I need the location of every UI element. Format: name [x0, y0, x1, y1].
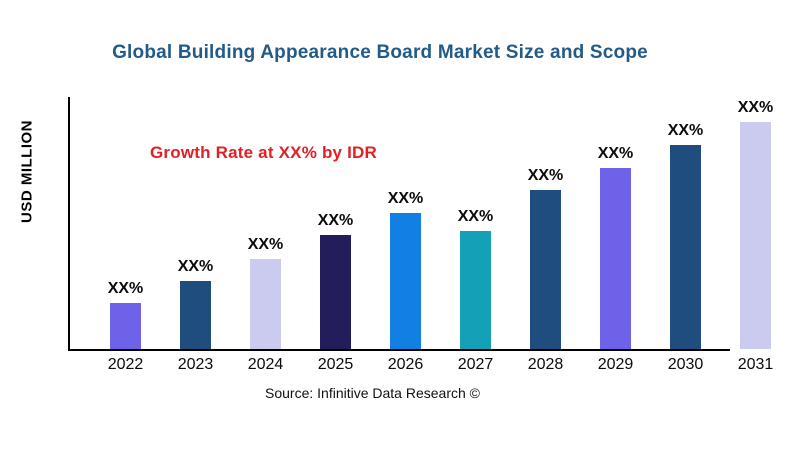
- y-axis-line: [68, 97, 70, 350]
- bar-2026: [390, 213, 421, 349]
- bar-value-label-2022: XX%: [107, 280, 144, 297]
- x-tick-2031: 2031: [737, 356, 774, 373]
- bar-value-label-2024: XX%: [247, 236, 284, 253]
- bar-value-label-2030: XX%: [667, 122, 704, 139]
- bar-2030: [670, 145, 701, 349]
- x-tick-2023: 2023: [177, 356, 214, 373]
- bar-value-label-2023: XX%: [177, 258, 214, 275]
- x-tick-2025: 2025: [317, 356, 354, 373]
- x-tick-2027: 2027: [457, 356, 494, 373]
- bar-value-label-2025: XX%: [317, 212, 354, 229]
- bar-value-label-2029: XX%: [597, 145, 634, 162]
- x-axis-line: [68, 349, 730, 351]
- bar-2029: [600, 168, 631, 349]
- x-tick-2026: 2026: [387, 356, 424, 373]
- bar-2028: [530, 190, 561, 349]
- chart-title: Global Building Appearance Board Market …: [112, 42, 648, 63]
- bar-2022: [110, 303, 141, 349]
- bar-2031: [740, 122, 771, 349]
- bar-value-label-2027: XX%: [457, 208, 494, 225]
- x-tick-2022: 2022: [107, 356, 144, 373]
- x-tick-2029: 2029: [597, 356, 634, 373]
- bar-2023: [180, 281, 211, 349]
- bar-value-label-2031: XX%: [737, 99, 774, 116]
- bar-value-label-2028: XX%: [527, 167, 564, 184]
- x-tick-2030: 2030: [667, 356, 704, 373]
- bar-2025: [320, 235, 351, 349]
- bar-value-label-2026: XX%: [387, 190, 424, 207]
- growth-rate-annotation: Growth Rate at XX% by IDR: [150, 143, 377, 162]
- source-attribution: Source: Infinitive Data Research ©: [265, 385, 480, 401]
- x-tick-2024: 2024: [247, 356, 284, 373]
- x-tick-2028: 2028: [527, 356, 564, 373]
- bar-2024: [250, 259, 281, 349]
- bar-2027: [460, 231, 491, 349]
- y-axis-title: USD MILLION: [18, 120, 36, 224]
